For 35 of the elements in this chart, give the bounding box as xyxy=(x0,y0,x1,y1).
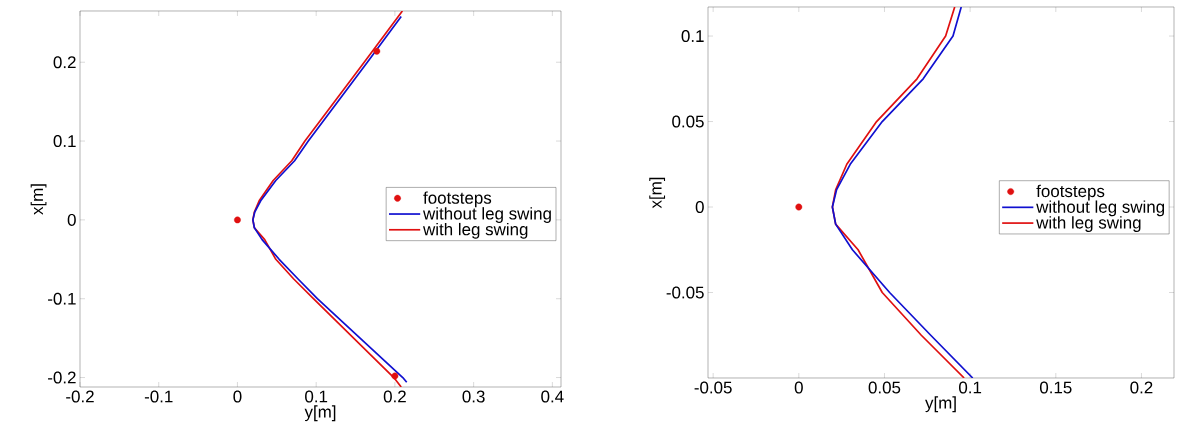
x-tick-label: 0.2 xyxy=(383,390,406,403)
legend-label: with leg swing xyxy=(1036,216,1141,232)
legend-label: with leg swing xyxy=(423,222,528,239)
x-tick-label: -0.05 xyxy=(694,381,732,394)
legend-label: without leg swing xyxy=(423,207,551,223)
point xyxy=(234,216,241,224)
legend-label: footsteps xyxy=(1036,184,1105,201)
x-axis-title: y[m] xyxy=(925,396,956,413)
x-tick-label: 0.2 xyxy=(1130,381,1153,394)
y-tick-label: 0.1 xyxy=(53,135,76,148)
point xyxy=(391,372,399,380)
x-tick-label: 0.1 xyxy=(305,390,328,403)
legend-label: footsteps xyxy=(423,191,492,208)
y-tick-label: 0.2 xyxy=(53,56,76,69)
x-tick-label: 0 xyxy=(794,381,803,394)
x-tick-label: 0.3 xyxy=(462,390,485,403)
y-tick-label: 0.1 xyxy=(681,30,704,43)
y-tick-label: 0 xyxy=(695,201,704,214)
x-tick-label: 0.1 xyxy=(959,381,982,394)
y-axis-title: x[m] xyxy=(30,184,47,215)
y-axis-title: x[m] xyxy=(649,177,666,209)
x-tick-label: 0.4 xyxy=(541,390,564,403)
y-tick-label: 0 xyxy=(67,213,76,226)
x-tick-label: 0.05 xyxy=(868,381,901,394)
y-tick-label: -0.1 xyxy=(48,292,76,305)
x-tick-label: 0 xyxy=(233,390,242,403)
x-tick-label: 0.15 xyxy=(1039,381,1072,394)
y-tick-label: -0.2 xyxy=(48,371,76,384)
x-axis-title: y[m] xyxy=(304,405,336,422)
legend-label: without leg swing xyxy=(1036,200,1165,217)
y-tick-label: -0.05 xyxy=(666,286,704,299)
x-tick-label: -0.1 xyxy=(144,390,173,403)
point xyxy=(373,47,381,55)
y-tick-label: 0.05 xyxy=(672,115,704,128)
x-tick-label: -0.2 xyxy=(66,390,94,403)
